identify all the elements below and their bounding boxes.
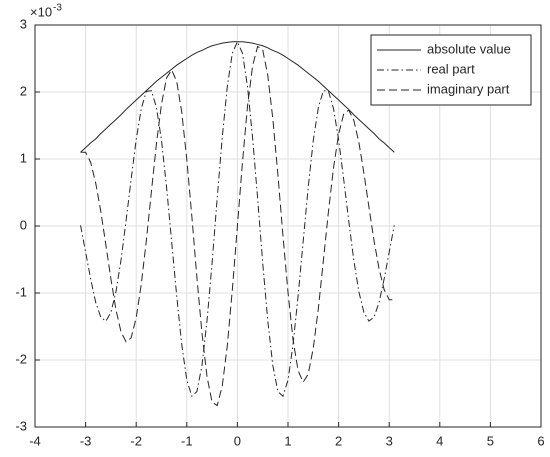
y-tick-label: -3 (15, 418, 27, 433)
x-tick-label: -4 (29, 433, 41, 448)
x-tick-label: 3 (386, 433, 393, 448)
y-tick-label: 3 (20, 16, 27, 31)
x-tick-label: 1 (284, 433, 291, 448)
x-tick-label: -2 (130, 433, 142, 448)
x-tick-label: 5 (487, 433, 494, 448)
y-exponent-power: -3 (53, 3, 62, 14)
data-line (80, 41, 395, 153)
x-tick-label: 0 (234, 433, 241, 448)
y-exponent-base: ×10 (30, 4, 52, 19)
y-tick-label: 1 (20, 150, 27, 165)
data-line (80, 45, 395, 407)
x-tick-label: -1 (181, 433, 193, 448)
x-tick-label: 4 (436, 433, 443, 448)
axes-box (34, 24, 542, 428)
x-tick-label: 2 (335, 433, 342, 448)
y-tick-label: 0 (20, 217, 27, 232)
legend-label: absolute value (427, 41, 511, 56)
y-tick-label: 2 (20, 83, 27, 98)
y-tick-label: -1 (15, 284, 27, 299)
y-tick-label: -2 (15, 351, 27, 366)
legend: absolute value real part imaginary part (370, 34, 532, 106)
data-line (80, 40, 395, 398)
legend-label: real part (427, 61, 475, 76)
x-tick-label: -3 (80, 433, 92, 448)
x-tick-label: 6 (537, 433, 544, 448)
legend-label: imaginary part (427, 81, 510, 96)
